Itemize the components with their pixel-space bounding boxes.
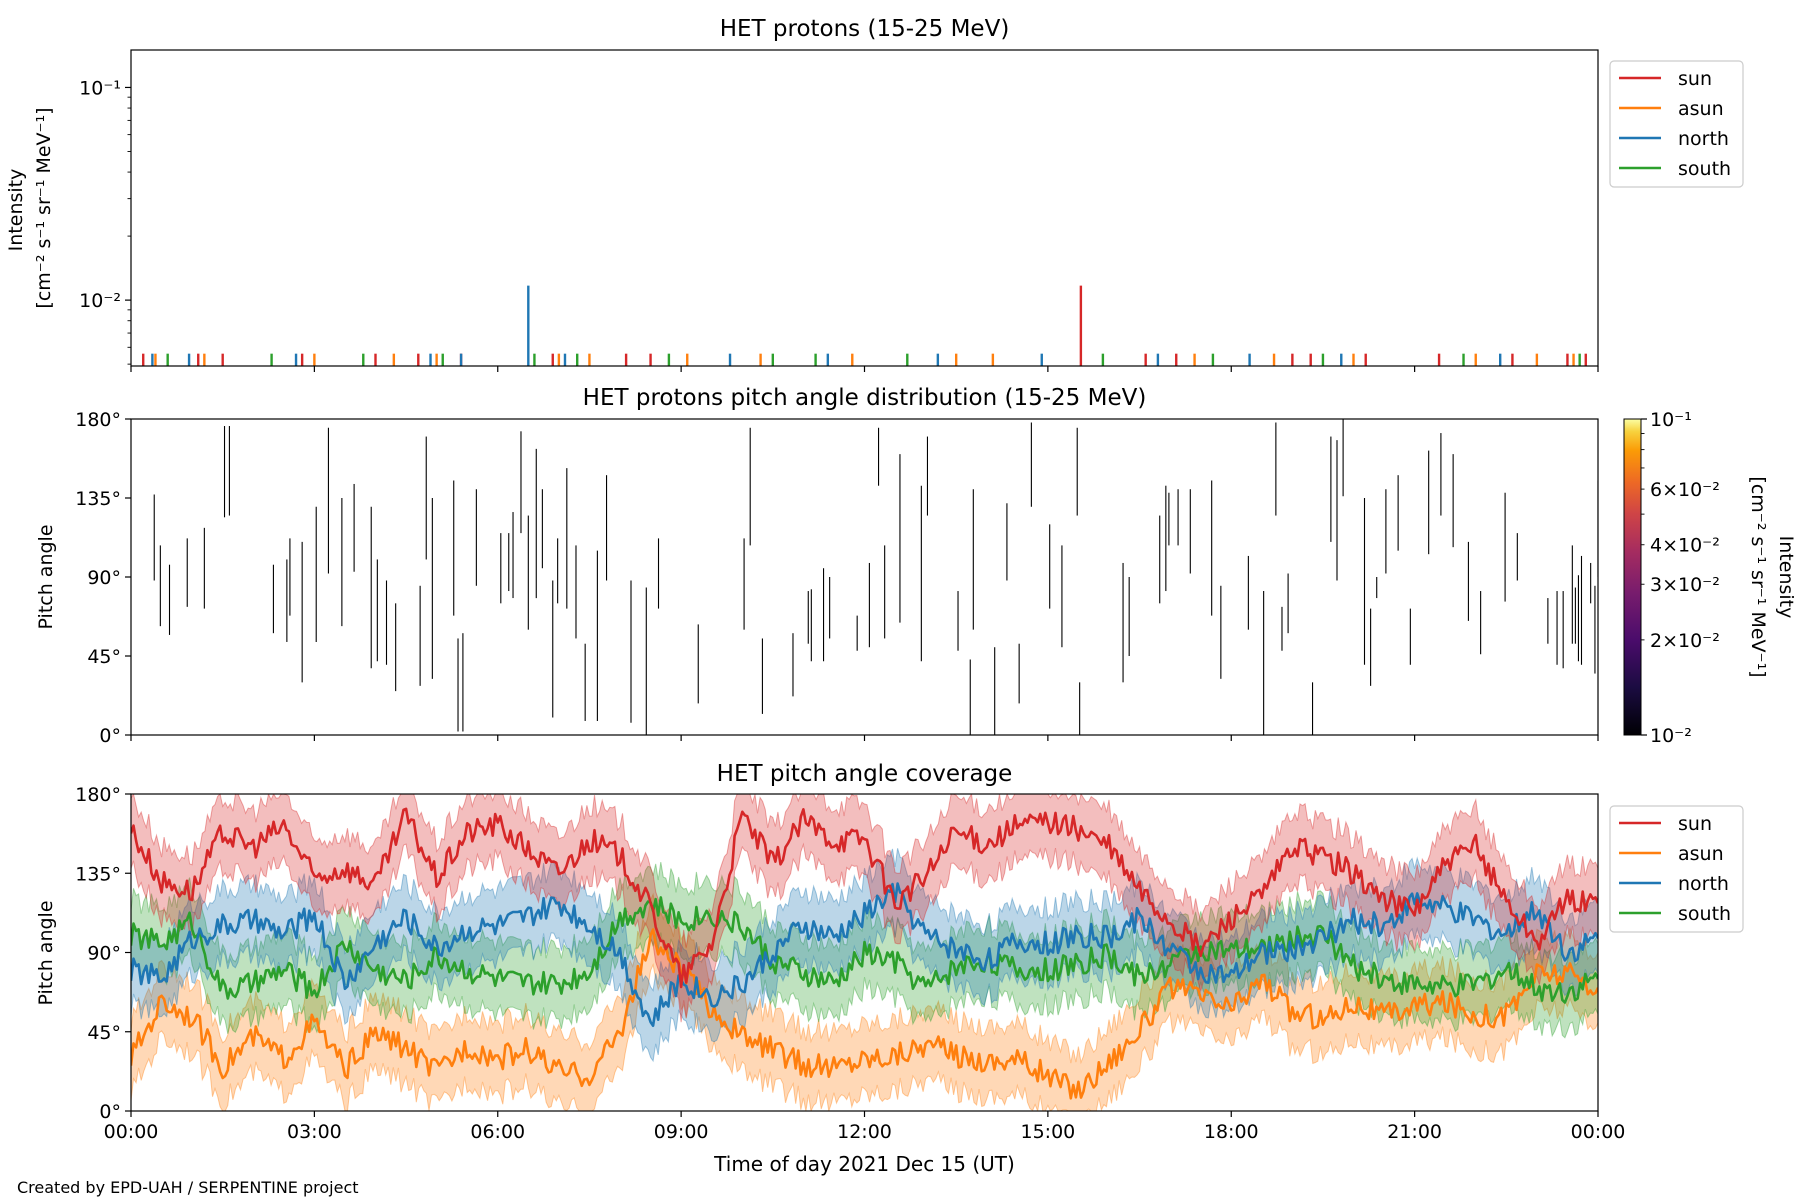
x-tick-label: 12:00: [837, 1121, 892, 1143]
legend-label-sun: sun: [1678, 68, 1712, 90]
panel3-legend: sun asun north south: [1609, 805, 1744, 933]
panel1-data: [142, 285, 1587, 366]
colorbar: 10⁻² 2×10⁻² 3×10⁻² 4×10⁻² 6×10⁻² 10⁻¹ Intensi…: [1623, 409, 1797, 747]
y-tick-label: 45°: [87, 1022, 121, 1044]
colorbar-tick-label: 10⁻²: [1650, 725, 1692, 747]
line-south: [131, 896, 1598, 1004]
colorbar-tick-label: 10⁻¹: [1650, 409, 1692, 431]
band-sun: [131, 794, 1598, 1023]
panel1-ylabel-line2: [cm⁻² s⁻¹ sr⁻¹ MeV⁻¹]: [33, 107, 55, 308]
legend-label-sun: sun: [1678, 813, 1712, 835]
y-tick-label: 10⁻²: [79, 290, 121, 312]
x-tick-label: 00:00: [1571, 1121, 1626, 1143]
panel-pitch-distribution: HET protons pitch angle distribution (15…: [35, 385, 1797, 747]
panel1-frame: [130, 49, 1599, 367]
y-tick-label: 135°: [75, 488, 121, 510]
panel1-ylabel-line1: Intensity: [5, 169, 27, 252]
y-tick-label: 45°: [87, 646, 121, 668]
line-sun: [131, 807, 1598, 989]
colorbar-tick-label: 2×10⁻²: [1650, 630, 1720, 652]
panel1-legend: sun asun north south: [1609, 60, 1744, 188]
x-tick-label: 18:00: [1204, 1121, 1259, 1143]
panel3-ylabel: Pitch angle: [35, 900, 57, 1005]
colorbar-tick-label: 3×10⁻²: [1650, 574, 1720, 596]
x-tick-label: 09:00: [654, 1121, 709, 1143]
colorbar-label-line2: [cm⁻² s⁻¹ sr⁻¹ MeV⁻¹]: [1747, 476, 1769, 677]
legend-label-north: north: [1678, 128, 1729, 150]
panel2-ylabel: Pitch angle: [35, 524, 57, 629]
colorbar-gradient: [1623, 418, 1642, 736]
x-tick-label: 03:00: [287, 1121, 342, 1143]
panel2-frame: [130, 418, 1599, 736]
colorbar-tick-label: 4×10⁻²: [1650, 535, 1720, 557]
x-axis-label: Time of day 2021 Dec 15 (UT): [713, 1152, 1015, 1176]
legend-label-asun: asun: [1678, 843, 1724, 865]
line-north: [131, 882, 1598, 1027]
legend-label-south: south: [1678, 158, 1731, 180]
y-tick-label: 135°: [75, 863, 121, 885]
panel3-ticks: 00:00 03:00 06:00 09:00 12:00 15:00 18:00 21:00…: [75, 784, 1625, 1143]
x-tick-label: 00:00: [104, 1121, 159, 1143]
panel1-ticks: 10⁻² 10⁻¹: [79, 77, 1599, 372]
panel3-title: HET pitch angle coverage: [717, 761, 1013, 787]
legend-label-asun: asun: [1678, 98, 1724, 120]
y-tick-label: 10⁻¹: [79, 77, 121, 99]
colorbar-label-line1: Intensity: [1775, 536, 1797, 619]
y-tick-label: 0°: [99, 725, 121, 747]
y-tick-label: 180°: [75, 409, 121, 431]
panel3-data: [131, 794, 1598, 1111]
line-asun: [131, 928, 1598, 1100]
panel-intensity: HET protons (15-25 MeV) 10⁻² 10⁻¹ Intensi…: [5, 16, 1744, 372]
panel2-data: [153, 419, 1598, 735]
y-tick-label: 0°: [99, 1101, 121, 1123]
panel1-title: HET protons (15-25 MeV): [720, 16, 1010, 42]
y-tick-label: 90°: [87, 943, 121, 965]
panel3-frame: [130, 793, 1599, 1112]
x-tick-label: 15:00: [1020, 1121, 1075, 1143]
x-tick-label: 06:00: [470, 1121, 525, 1143]
y-tick-label: 90°: [87, 567, 121, 589]
legend-label-south: south: [1678, 903, 1731, 925]
footer-credit: Created by EPD-UAH / SERPENTINE project: [17, 1178, 359, 1197]
y-tick-label: 180°: [75, 784, 121, 806]
panel2-ticks: 0° 45° 90° 135° 180°: [75, 409, 1599, 747]
colorbar-tick-label: 6×10⁻²: [1650, 479, 1720, 501]
x-tick-label: 21:00: [1387, 1121, 1442, 1143]
panel-coverage: HET pitch angle coverage 00:00 03:00 06:00…: [35, 761, 1744, 1176]
legend-box: [1609, 60, 1744, 188]
panel2-title: HET protons pitch angle distribution (15…: [583, 385, 1147, 411]
legend-label-north: north: [1678, 873, 1729, 895]
legend-box: [1609, 805, 1744, 933]
